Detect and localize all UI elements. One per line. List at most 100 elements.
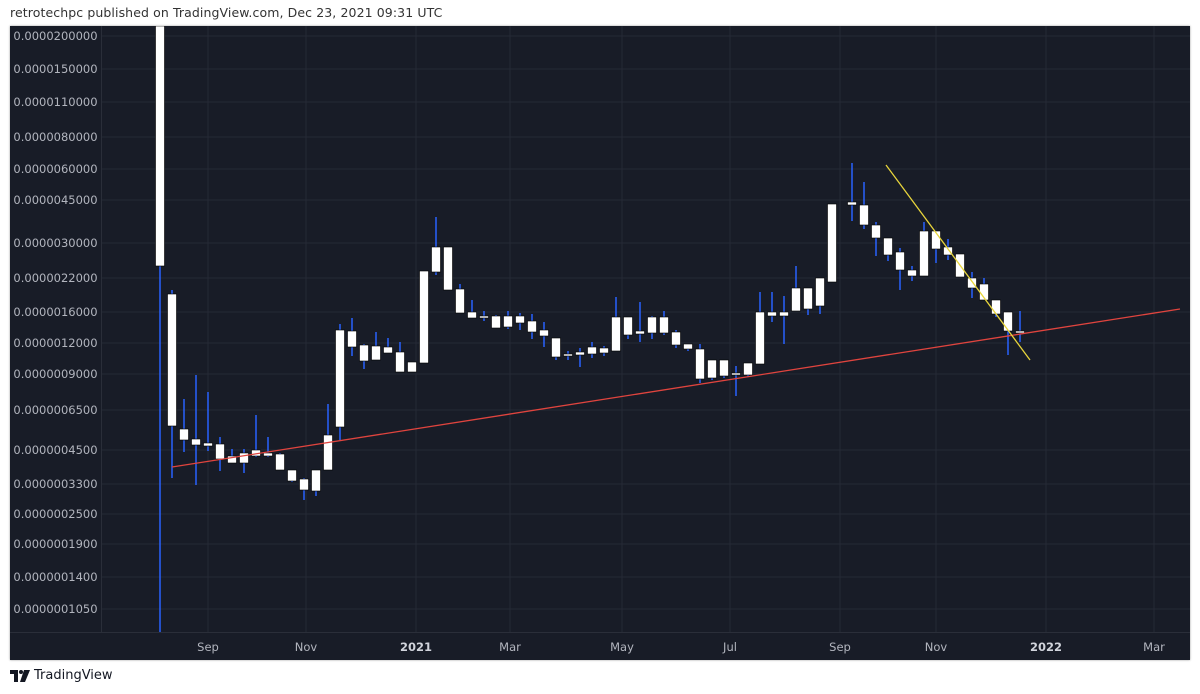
candle bbox=[623, 316, 633, 339]
candle bbox=[575, 348, 585, 367]
candle bbox=[743, 362, 753, 377]
price-tick-label: 0.0000004500 bbox=[13, 443, 98, 457]
candle bbox=[647, 316, 657, 339]
time-tick-label: Nov bbox=[924, 640, 948, 654]
candle bbox=[707, 359, 717, 380]
time-tick-label: Sep bbox=[829, 640, 851, 654]
price-tick-label: 0.0000012000 bbox=[13, 336, 98, 350]
resistance-trendline[interactable] bbox=[885, 164, 1031, 361]
price-tick-label: 0.0000003300 bbox=[13, 477, 98, 491]
candle bbox=[587, 342, 597, 358]
plot-area[interactable] bbox=[102, 26, 1190, 632]
candle bbox=[683, 343, 693, 351]
candle bbox=[203, 392, 213, 451]
candle bbox=[299, 478, 309, 500]
candle bbox=[967, 272, 977, 298]
price-tick-label: 0.0000016000 bbox=[13, 305, 98, 319]
candle bbox=[263, 437, 273, 457]
candle bbox=[931, 230, 941, 263]
chart-frame: 0.0000200000 0.0000150000 0.0000110000 0.00… bbox=[10, 26, 1190, 660]
candle bbox=[847, 163, 857, 221]
publish-info: retrotechpc published on TradingView.com… bbox=[10, 5, 443, 20]
candle bbox=[611, 297, 621, 352]
candle bbox=[275, 453, 285, 471]
candlestick-chart bbox=[102, 26, 1190, 632]
candle bbox=[527, 314, 537, 339]
candle bbox=[827, 203, 837, 283]
candle bbox=[779, 296, 789, 344]
time-tick-label: May bbox=[610, 640, 634, 654]
price-tick-label: 0.0000002500 bbox=[13, 507, 98, 521]
candle bbox=[443, 246, 453, 291]
candle bbox=[791, 266, 801, 312]
candle bbox=[539, 322, 549, 347]
candle bbox=[767, 292, 777, 322]
candle bbox=[467, 300, 477, 319]
candle bbox=[563, 351, 573, 360]
candle bbox=[323, 404, 333, 471]
candle bbox=[919, 222, 929, 277]
candle bbox=[359, 344, 369, 369]
candle bbox=[635, 302, 645, 342]
candle bbox=[815, 277, 825, 314]
candle bbox=[431, 217, 441, 275]
candle bbox=[871, 222, 881, 256]
candle bbox=[695, 344, 705, 383]
time-tick-label: Nov bbox=[294, 640, 318, 654]
candle bbox=[491, 315, 501, 329]
candle bbox=[895, 248, 905, 290]
candle bbox=[191, 375, 201, 485]
candle bbox=[803, 287, 813, 315]
candle bbox=[347, 318, 357, 356]
time-tick-label: 2021 bbox=[399, 640, 433, 654]
price-axis[interactable]: 0.0000200000 0.0000150000 0.0000110000 0.00… bbox=[10, 26, 102, 632]
price-tick-label: 0.0000001400 bbox=[13, 570, 98, 584]
price-tick-label: 0.0000001900 bbox=[13, 537, 98, 551]
candle bbox=[383, 338, 393, 354]
time-tick-label: 2022 bbox=[1029, 640, 1063, 654]
candle bbox=[455, 284, 465, 314]
candle bbox=[335, 324, 345, 440]
time-tick-label: Jul bbox=[723, 640, 737, 654]
time-tick-label: Mar bbox=[1143, 640, 1165, 654]
price-tick-label: 0.0000009000 bbox=[13, 367, 98, 381]
price-tick-label: 0.0000022000 bbox=[13, 271, 98, 285]
candle bbox=[671, 330, 681, 348]
price-tick-label: 0.0000060000 bbox=[13, 162, 98, 176]
candle bbox=[659, 311, 669, 335]
candle bbox=[239, 449, 249, 473]
tradingview-logo-icon bbox=[10, 669, 30, 682]
candle bbox=[859, 182, 869, 229]
price-tick-label: 0.0000150000 bbox=[13, 62, 98, 76]
candle bbox=[179, 399, 189, 452]
time-tick-label: Sep bbox=[197, 640, 219, 654]
candle bbox=[551, 337, 561, 360]
footer-branding: TradingView bbox=[10, 668, 113, 683]
time-axis[interactable]: Sep Nov 2021 Mar May Jul Sep Nov 2022 Mar bbox=[10, 632, 1190, 661]
tradingview-brand: TradingView bbox=[34, 668, 113, 683]
candle bbox=[419, 270, 429, 364]
candle bbox=[227, 449, 237, 464]
candle bbox=[731, 366, 741, 396]
candle bbox=[883, 237, 893, 261]
price-tick-label: 0.0000110000 bbox=[13, 95, 98, 109]
candle bbox=[167, 290, 177, 478]
candle bbox=[371, 332, 381, 361]
price-tick-label: 0.0000006500 bbox=[13, 403, 98, 417]
candle bbox=[155, 26, 165, 632]
candle bbox=[395, 342, 405, 373]
price-tick-label: 0.0000001050 bbox=[13, 602, 98, 616]
candle bbox=[515, 313, 525, 330]
candle bbox=[755, 292, 765, 365]
candle bbox=[719, 359, 729, 378]
price-tick-label: 0.0000080000 bbox=[13, 130, 98, 144]
candle bbox=[503, 311, 513, 329]
candle bbox=[599, 346, 609, 356]
candle bbox=[311, 469, 321, 496]
price-tick-label: 0.0000045000 bbox=[13, 193, 98, 207]
candle bbox=[907, 266, 917, 281]
candle bbox=[407, 361, 417, 373]
candle bbox=[1015, 311, 1025, 342]
candle bbox=[287, 469, 297, 482]
price-tick-label: 0.0000030000 bbox=[13, 236, 98, 250]
